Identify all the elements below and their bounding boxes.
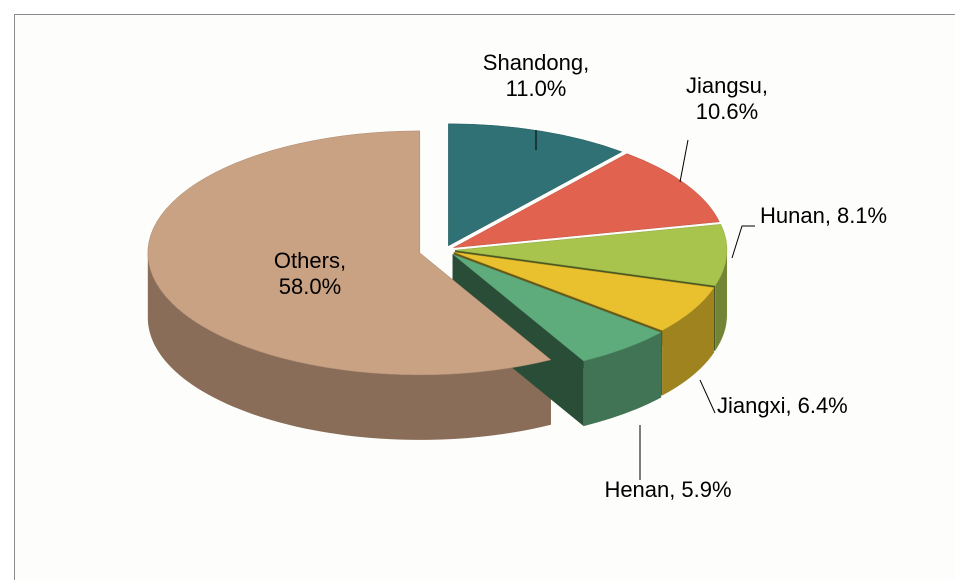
category-label: Jiangxi,: [717, 393, 792, 418]
data-label: Henan, 5.9%: [604, 477, 731, 502]
value-label: 6.4%: [798, 393, 848, 418]
category-label: Jiangsu,: [686, 73, 768, 98]
leader-line: [679, 139, 689, 183]
value-label: 5.9%: [681, 477, 731, 502]
value-label: 58.0%: [279, 274, 341, 299]
category-label: Shandong,: [483, 50, 589, 75]
data-label: Jiangxi, 6.4%: [717, 393, 848, 418]
category-label: Others,: [274, 248, 346, 273]
category-label: Henan,: [604, 477, 675, 502]
leader-line: [699, 379, 716, 414]
slice: [453, 153, 720, 248]
slice: [452, 253, 662, 362]
leader-line: [731, 225, 755, 259]
slice-wall: [147, 252, 551, 440]
slice: [453, 251, 715, 331]
slice: [147, 130, 552, 376]
slice-wall: [662, 287, 715, 396]
category-label: Hunan,: [760, 203, 831, 228]
data-label: Hunan, 8.1%: [760, 203, 887, 228]
value-label: 8.1%: [837, 203, 887, 228]
slice: [454, 224, 728, 286]
value-label: 10.6%: [696, 99, 758, 124]
data-label: Shandong, 11.0%: [483, 50, 589, 101]
data-label: Others, 58.0%: [274, 248, 346, 299]
slice: [448, 123, 623, 247]
value-label: 11.0%: [506, 76, 567, 101]
slice-wall: [715, 250, 727, 351]
data-label: Jiangsu, 10.6%: [686, 73, 768, 124]
